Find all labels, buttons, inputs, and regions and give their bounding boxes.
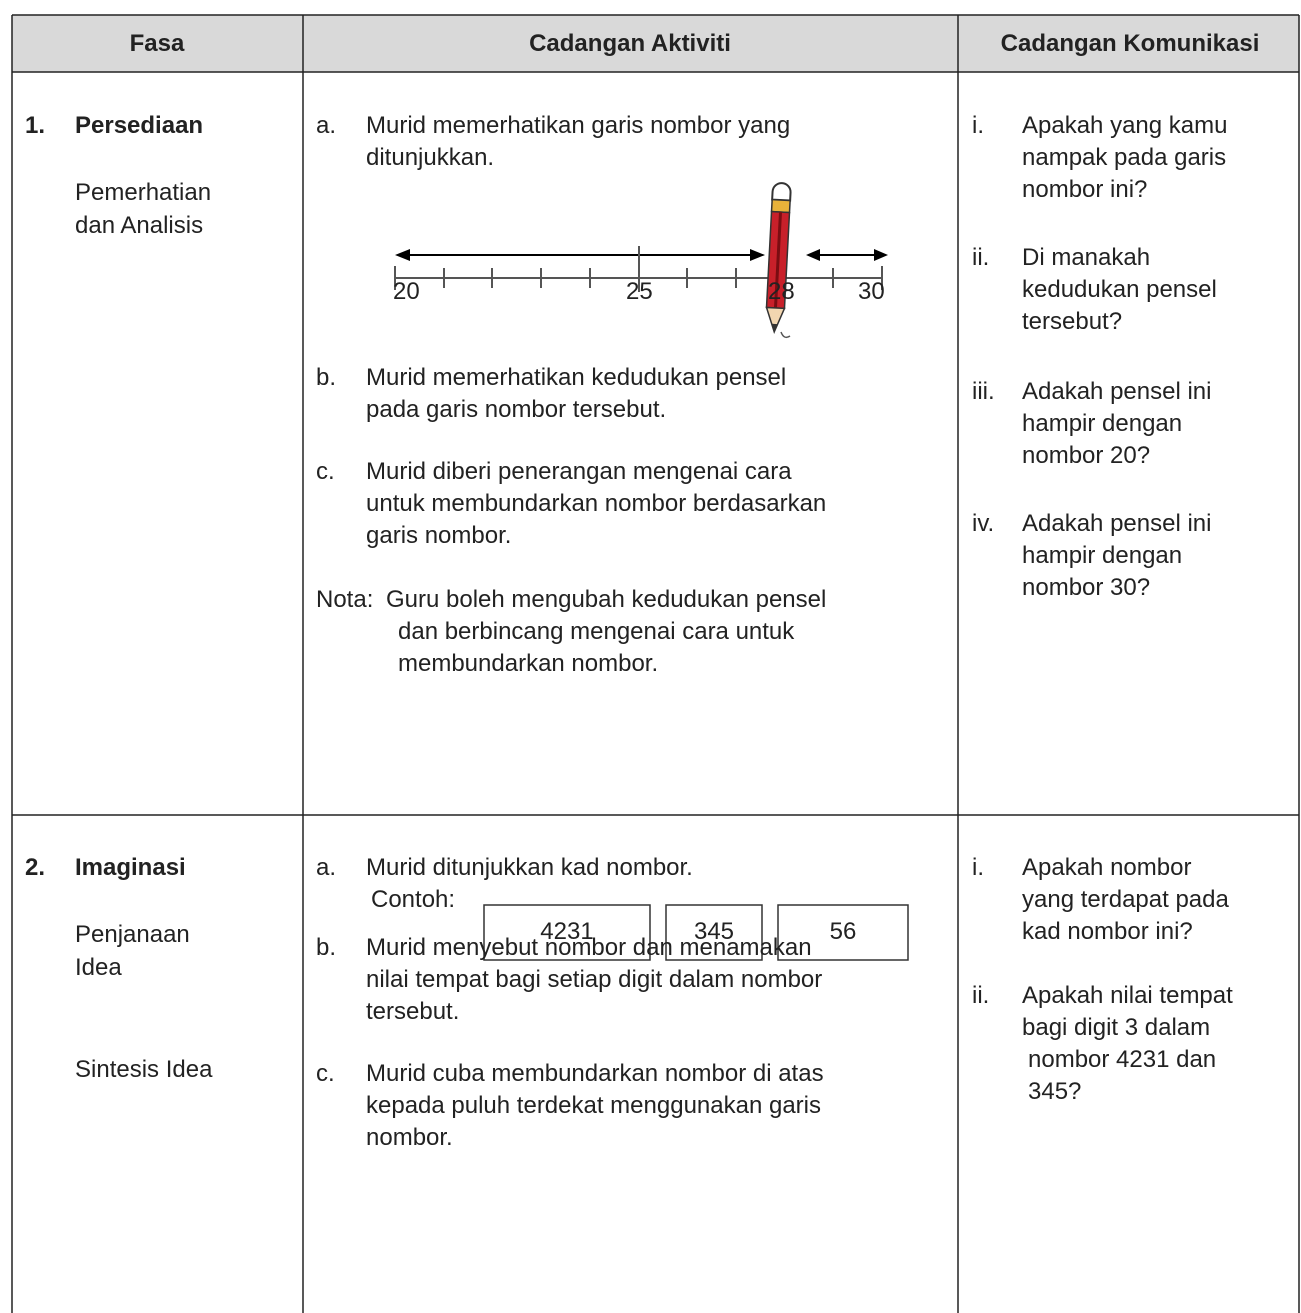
- number-line-label: 25: [626, 278, 653, 305]
- activity-marker: c.: [316, 1060, 335, 1087]
- note-label: Nota:: [316, 586, 374, 613]
- phase-number: 1.: [25, 112, 46, 139]
- communication-text: 345?: [1028, 1078, 1082, 1105]
- activity-marker: b.: [316, 364, 337, 391]
- communication-marker: iii.: [972, 378, 995, 405]
- communication-text: hampir dengan: [1022, 410, 1183, 437]
- example-label: Contoh:: [371, 886, 456, 913]
- activity-text: Murid menyebut nombor dan menamakan: [366, 934, 812, 961]
- phase-name: Imaginasi: [75, 854, 186, 881]
- activity-marker: a.: [316, 854, 337, 881]
- communication-text: kad nombor ini?: [1022, 918, 1193, 945]
- note-text: membundarkan nombor.: [398, 650, 659, 677]
- activity-marker: b.: [316, 934, 337, 961]
- communication-text: Adakah pensel ini: [1022, 378, 1212, 405]
- activity-text: pada garis nombor tersebut.: [366, 396, 667, 423]
- communication-text: nombor 20?: [1022, 442, 1151, 469]
- activity-text: tersebut.: [366, 998, 460, 1025]
- communication-marker: i.: [972, 112, 984, 139]
- communication-text: kedudukan pensel: [1022, 276, 1217, 303]
- number-card: 4231: [540, 918, 594, 945]
- communication-text: yang terdapat pada: [1022, 886, 1229, 913]
- number-line-label: 30: [858, 278, 885, 305]
- activity-text: ditunjukkan.: [366, 144, 495, 171]
- cards: [483, 904, 909, 961]
- communication-text: Di manakah: [1022, 244, 1151, 271]
- communication-marker: ii.: [972, 244, 990, 271]
- number-card: 345: [693, 918, 735, 945]
- subphase: Idea: [75, 954, 122, 981]
- pencil: [765, 182, 792, 335]
- activity-text: kepada puluh terdekat menggunakan garis: [366, 1092, 821, 1119]
- phase-number: 2.: [25, 854, 46, 881]
- header-cell: Cadangan Aktiviti: [529, 30, 731, 57]
- activity-text: nombor.: [366, 1124, 453, 1151]
- communication-text: nombor 4231 dan: [1028, 1046, 1217, 1073]
- communication-marker: ii.: [972, 982, 990, 1009]
- communication-marker: i.: [972, 854, 984, 881]
- header-cell: Cadangan Komunikasi: [1000, 30, 1260, 57]
- communication-text: Apakah nombor: [1022, 854, 1192, 881]
- header-cell: Fasa: [129, 30, 185, 57]
- activity-text: garis nombor.: [366, 522, 512, 549]
- header-bg: [12, 15, 1299, 72]
- activity-marker: c.: [316, 458, 335, 485]
- communication-text: Adakah pensel ini: [1022, 510, 1212, 537]
- note-text: Guru boleh mengubah kedudukan pensel: [386, 586, 827, 613]
- activity-marker: a.: [316, 112, 337, 139]
- activity-text: Murid memerhatikan kedudukan pensel: [366, 364, 787, 391]
- number-line-figure: [394, 182, 888, 339]
- note-text: dan berbincang mengenai cara untuk: [398, 618, 795, 645]
- communication-marker: iv.: [972, 510, 995, 537]
- number-line-label: 28: [768, 278, 795, 305]
- subphase: Penjanaan: [75, 921, 190, 948]
- grid: [11, 14, 1300, 1313]
- subphase: dan Analisis: [75, 212, 204, 239]
- subphase: Sintesis Idea: [75, 1056, 213, 1083]
- subphase: Pemerhatian: [75, 179, 212, 206]
- communication-text: hampir dengan: [1022, 542, 1183, 569]
- activity-text: nilai tempat bagi setiap digit dalam nom…: [366, 966, 823, 993]
- number-line-label: 20: [393, 278, 420, 305]
- activity-text: Murid cuba membundarkan nombor di atas: [366, 1060, 824, 1087]
- communication-text: nombor 30?: [1022, 574, 1151, 601]
- activity-text: Murid diberi penerangan mengenai cara: [366, 458, 792, 485]
- activity-text: untuk membundarkan nombor berdasarkan: [366, 490, 827, 517]
- activity-text: Murid ditunjukkan kad nombor.: [366, 854, 693, 881]
- communication-text: nombor ini?: [1022, 176, 1148, 203]
- communication-text: Apakah nilai tempat: [1022, 982, 1233, 1009]
- communication-text: nampak pada garis: [1022, 144, 1227, 171]
- communication-text: tersebut?: [1022, 308, 1123, 335]
- number-card: 56: [829, 918, 857, 945]
- activity-text: Murid memerhatikan garis nombor yang: [366, 112, 791, 139]
- communication-text: Apakah yang kamu: [1022, 112, 1228, 139]
- phase-name: Persediaan: [75, 112, 204, 139]
- communication-text: bagi digit 3 dalam: [1022, 1014, 1211, 1041]
